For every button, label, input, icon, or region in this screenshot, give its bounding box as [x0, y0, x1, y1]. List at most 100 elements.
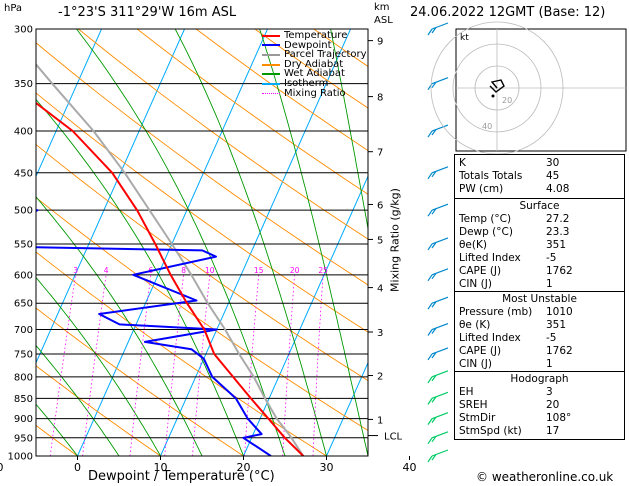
temperature-tick-label: -10: [0, 461, 3, 474]
wind-barb: [427, 431, 449, 445]
legend-label: Dewpoint: [284, 39, 332, 51]
surface-row: θe(K) 351: [459, 239, 567, 251]
mixing-ratio-line: [192, 274, 211, 456]
legend-swatch: [262, 44, 280, 47]
legend-swatch: [262, 53, 280, 56]
temperature-tick-label: 20: [237, 461, 251, 474]
pressure-tick-label: 350: [14, 79, 33, 90]
mu-row: Pressure (mb) 1010: [459, 306, 573, 318]
isotherm-line: [36, 29, 102, 178]
wind-barb: [427, 22, 449, 36]
wind-barb: [427, 203, 449, 217]
wind-barb: [427, 347, 449, 361]
hodo-row: StmDir 108°: [459, 412, 572, 424]
pressure-tick-label: 750: [14, 350, 33, 361]
legend-label: Mixing Ratio: [284, 87, 346, 99]
dry-adiabat-line: [36, 365, 161, 456]
height-tick-label: 5: [377, 235, 383, 246]
mixing-ratio-line: [49, 274, 76, 456]
location-title: -1°23'S 311°29'W 16m ASL: [58, 5, 237, 20]
y-axis-right-label: Mixing Ratio (g/kg): [388, 188, 402, 292]
index-k-row: K 30: [459, 157, 560, 169]
mixing-ratio-line: [82, 274, 107, 456]
plot-frame: [35, 28, 369, 457]
wind-barb: [427, 370, 449, 384]
isotherm-line: [160, 29, 351, 456]
hodo-row: StmSpd (kt) 17: [459, 425, 560, 437]
mixing-ratio-line: [129, 274, 152, 456]
pressure-tick-label: 450: [14, 168, 33, 179]
legend-swatch: [262, 34, 280, 37]
pressure-tick-label: 400: [14, 127, 33, 138]
wind-barb: [427, 166, 449, 180]
wind-barb: [427, 391, 449, 405]
chart-legend: Temperature Dewpoint Parcel Trajectory Dry …: [262, 31, 367, 98]
legend-item: Wet Adiabat: [262, 69, 367, 79]
temperature-tick-label: 30: [320, 461, 334, 474]
surface-row: Temp (°C) 27.2: [459, 213, 570, 225]
height-tick-label: 4: [377, 284, 383, 295]
pressure-unit-label: hPa: [4, 3, 23, 14]
legend-item: Dewpoint: [262, 39, 367, 51]
surface-row: Dewp (°C) 23.3: [459, 226, 570, 238]
mixing-ratio-line: [164, 274, 184, 456]
dry-adiabat-line: [195, 29, 368, 152]
most-unstable-title: Most Unstable: [455, 291, 624, 306]
mu-row: Lifted Index -5: [459, 332, 557, 344]
surface-row: CIN (J) 1: [459, 278, 553, 290]
legend-label: Isotherm: [284, 77, 329, 89]
hodograph-ring-label: 40: [482, 122, 492, 131]
legend-item: Mixing Ratio: [262, 87, 367, 99]
hodograph-frame: [455, 28, 627, 152]
legend-item: Dry Adiabat: [262, 58, 367, 70]
wind-barb: [427, 296, 449, 310]
hodograph-trace: [489, 79, 505, 93]
height-tick-label: 6: [377, 200, 383, 211]
pressure-tick-label: 300: [14, 25, 33, 36]
surface-row: Lifted Index -5: [459, 252, 557, 264]
mixing-ratio-label: 15: [254, 266, 264, 275]
height-unit-asl: ASL: [374, 15, 393, 26]
mu-row: CAPE (J) 1762: [459, 345, 573, 357]
mixing-ratio-label: 8: [181, 266, 186, 275]
mixing-ratio-label: 10: [205, 266, 215, 275]
index-tt-row: Totals Totals 45: [459, 170, 560, 182]
lcl-label: LCL: [384, 432, 403, 443]
mixing-ratio-label: 4: [104, 266, 109, 275]
height-tick-label: 9: [377, 37, 383, 48]
pressure-tick-label: 550: [14, 240, 33, 251]
wind-barb: [427, 237, 449, 251]
height-unit-km: km: [374, 2, 390, 13]
legend-item: Parcel Trajectory: [262, 50, 367, 60]
wind-barb: [427, 412, 449, 425]
height-tick-label: 2: [377, 372, 383, 383]
height-tick-label: 1: [377, 415, 383, 426]
isotherm-line: [243, 174, 368, 456]
pressure-tick-label: 900: [14, 414, 33, 425]
copyright-footer: © weatheronline.co.uk: [476, 470, 614, 484]
temperature-tick-label: 0: [74, 461, 81, 474]
dry-adiabat-line: [36, 42, 368, 286]
hodograph-table-title: Hodograph: [455, 371, 624, 386]
height-tick-label: 3: [377, 328, 383, 339]
wind-barb: [427, 449, 449, 463]
legend-label: Wet Adiabat: [284, 68, 345, 80]
mixing-ratio-line: [244, 274, 260, 456]
hodo-row: SREH 20: [459, 399, 560, 411]
wind-barb: [427, 124, 449, 138]
temperature-tick-label: 40: [403, 461, 417, 474]
legend-label: Dry Adiabat: [284, 58, 344, 70]
dry-adiabat-line: [78, 29, 368, 240]
wind-barb: [427, 268, 449, 282]
temperature-tick-label: 10: [154, 461, 168, 474]
legend-swatch: [262, 82, 280, 85]
dry-adiabat-line: [36, 424, 78, 456]
isotherm-line: [326, 361, 368, 456]
isotherm-line: [77, 29, 268, 456]
wet-adiabat-line: [76, 29, 286, 456]
legend-swatch: [262, 92, 280, 94]
pressure-tick-label: 700: [14, 325, 33, 336]
pressure-tick-label: 850: [14, 394, 33, 405]
surface-title: Surface: [455, 198, 624, 213]
pressure-tick-label: 650: [14, 299, 33, 310]
